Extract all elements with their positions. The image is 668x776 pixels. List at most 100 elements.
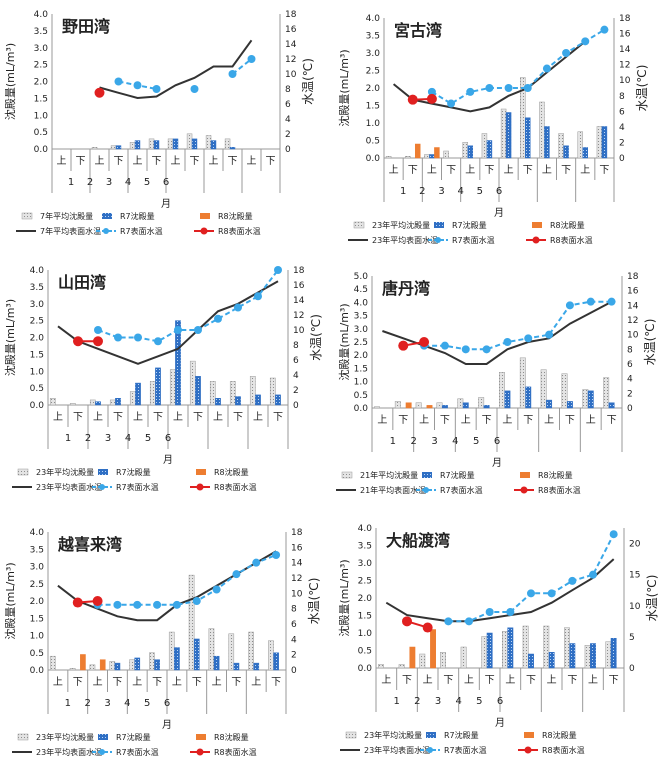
series-point <box>447 99 456 108</box>
bar <box>481 636 488 669</box>
legend-label: R8表面水温 <box>542 745 585 755</box>
x-tick-half: 上 <box>580 164 590 176</box>
y-tick-label: 0.0 <box>34 145 49 155</box>
bar <box>543 625 550 669</box>
y2-tick-label: 4 <box>293 371 299 381</box>
y2-axis-title: 水温(℃) <box>635 65 649 112</box>
y2-tick-label: 4 <box>291 635 297 645</box>
bar <box>174 647 180 671</box>
bar <box>478 397 485 409</box>
legend-swatch <box>17 468 29 476</box>
series-point <box>398 340 409 351</box>
series-point <box>172 600 181 609</box>
legend-swatch <box>422 472 432 478</box>
legend-label: R7沈殿量 <box>116 467 151 477</box>
x-tick-half: 下 <box>561 165 571 176</box>
y2-tick-label: 8 <box>293 341 299 351</box>
legend-label: R7表面水温 <box>116 747 159 757</box>
series-line <box>57 280 279 365</box>
bar <box>228 633 235 671</box>
x-tick-half: 下 <box>193 412 203 423</box>
series-point <box>232 570 241 579</box>
y2-tick-label: 2 <box>619 138 625 148</box>
bar <box>129 659 135 671</box>
legend-swatch <box>200 213 210 219</box>
x-tick-half: 上 <box>381 674 391 686</box>
x-tick-month: 2 <box>84 698 90 709</box>
legend-swatch <box>17 733 29 741</box>
legend-label: R7表面水温 <box>440 485 483 495</box>
series-point <box>274 266 282 274</box>
x-tick-half: 下 <box>482 415 492 426</box>
y-tick-label: 0.5 <box>34 128 48 138</box>
y2-tick-label: 12 <box>627 316 638 326</box>
legend-swatch <box>196 483 204 491</box>
x-tick-half: 上 <box>57 155 67 167</box>
legend-swatch <box>532 236 540 244</box>
y2-tick-label: 14 <box>293 296 305 306</box>
y-tick-label: 1.5 <box>30 614 44 624</box>
series-point <box>228 70 237 78</box>
y-tick-label: 3.5 <box>30 545 44 555</box>
legend-label: R8表面水温 <box>214 747 257 757</box>
bar <box>229 381 236 406</box>
series-point <box>190 85 199 93</box>
series-point <box>134 333 142 342</box>
x-tick-half: 下 <box>152 677 162 688</box>
bar <box>504 390 511 409</box>
series-line <box>424 300 612 351</box>
legend-swatch <box>427 747 433 753</box>
bar <box>134 140 141 150</box>
series-point <box>609 530 618 539</box>
bar <box>385 156 392 159</box>
series-point <box>73 336 83 347</box>
y-tick-label: 0.0 <box>30 666 45 676</box>
y-tick-label: 2.0 <box>30 334 45 344</box>
legend-label: R7沈殿量 <box>452 220 487 230</box>
y2-tick-label: 18 <box>285 10 297 20</box>
legend-swatch <box>353 221 365 229</box>
bar <box>129 391 136 406</box>
bar <box>500 108 507 159</box>
x-tick-half: 上 <box>247 155 257 167</box>
x-tick-month: 5 <box>476 696 482 707</box>
legend-label: R7沈殿量 <box>116 732 151 742</box>
series-point <box>444 617 453 626</box>
bar <box>109 399 116 406</box>
y2-tick-label: 8 <box>627 345 633 355</box>
bar <box>253 662 260 671</box>
y2-axis-title: 水温(℃) <box>301 58 315 105</box>
x-tick-half: 下 <box>523 165 533 176</box>
bar <box>135 382 141 406</box>
bar <box>172 138 179 150</box>
bar <box>426 405 433 409</box>
chart-panel: 宮古湾0.00.51.01.52.02.53.03.54.00246810121… <box>337 14 649 245</box>
y2-tick-label: 0 <box>285 145 291 155</box>
y-tick-label: 4.0 <box>366 14 381 24</box>
series-point <box>419 337 430 347</box>
series-point <box>607 297 616 306</box>
bar <box>114 662 121 671</box>
series-point <box>542 64 551 73</box>
bar <box>486 140 493 159</box>
y-tick-label: 0.5 <box>354 391 368 401</box>
legend-label: 23年平均表面水温 <box>36 747 102 757</box>
y2-tick-label: 10 <box>629 602 641 612</box>
x-tick-half: 下 <box>607 415 617 426</box>
y2-tick-label: 10 <box>291 589 303 599</box>
y-tick-label: 4.0 <box>34 10 49 20</box>
x-tick-half: 上 <box>464 674 474 686</box>
bar <box>525 117 531 159</box>
chart-panel: 唐丹湾 0.0 0.5 1.0 1.5 2.0 2.5 3.0 3.5 4.0 4.5 5.0 0 2 4 6… <box>336 272 657 495</box>
series-point <box>503 338 512 346</box>
legend-label: R8表面水温 <box>214 482 257 492</box>
x-tick-half: 下 <box>233 412 243 423</box>
bar <box>522 625 529 669</box>
y2-axis-title: 水温(℃) <box>307 578 321 625</box>
x-tick-half: 下 <box>484 165 494 176</box>
bar <box>577 131 584 159</box>
x-tick-half: 上 <box>427 164 437 176</box>
legend-swatch <box>435 237 441 243</box>
bar <box>110 145 117 150</box>
legend-label: R8表面水温 <box>218 226 261 236</box>
